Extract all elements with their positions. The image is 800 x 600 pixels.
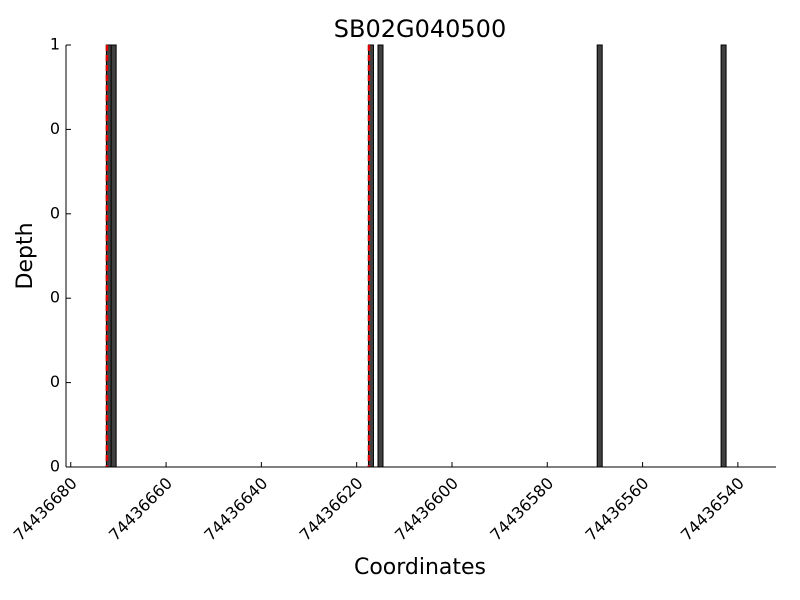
x-tick-label: 74436680	[10, 474, 81, 545]
bar	[720, 44, 727, 468]
x-axis-label: Coordinates	[354, 555, 486, 580]
bar	[596, 44, 603, 468]
y-tick-label: 0	[50, 203, 60, 222]
y-tick-label: 0	[50, 457, 60, 476]
chart-title: SB02G040500	[334, 15, 506, 43]
x-tick-label: 74436560	[582, 474, 653, 545]
y-axis-label: Depth	[13, 222, 38, 289]
x-tick-label: 74436540	[677, 474, 748, 545]
x-tick-label: 74436640	[200, 474, 271, 545]
y-tick-label: 0	[50, 288, 60, 307]
bar	[377, 44, 384, 468]
x-tick-label: 74436580	[486, 474, 557, 545]
x-tick-label: 74436600	[391, 474, 462, 545]
x-tick-label: 74436660	[105, 474, 176, 545]
bar	[110, 44, 117, 468]
x-tick-label: 74436620	[296, 474, 367, 545]
y-tick-label: 0	[50, 119, 60, 138]
y-tick-label: 0	[50, 372, 60, 391]
y-tick-label: 1	[50, 35, 60, 54]
